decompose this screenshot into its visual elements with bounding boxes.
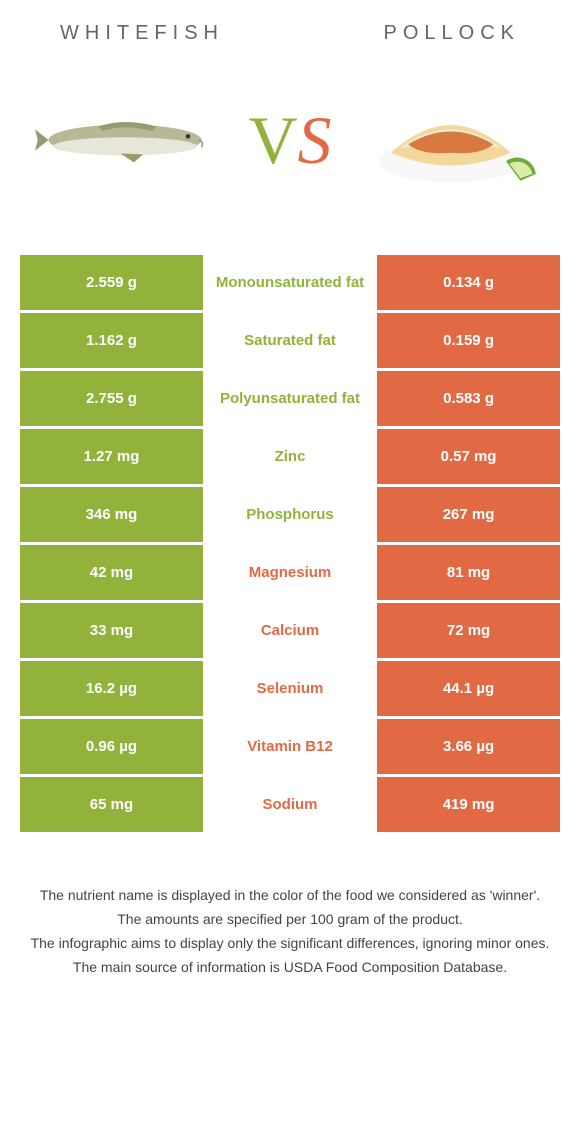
right-value: 419 mg bbox=[377, 777, 560, 832]
table-row: 33 mgCalcium72 mg bbox=[20, 603, 560, 658]
table-row: 65 mgSodium419 mg bbox=[20, 777, 560, 832]
right-value: 0.134 g bbox=[377, 255, 560, 310]
left-value: 65 mg bbox=[20, 777, 203, 832]
left-value: 33 mg bbox=[20, 603, 203, 658]
table-row: 16.2 µgSelenium44.1 µg bbox=[20, 661, 560, 716]
footer-line-2: The amounts are specified per 100 gram o… bbox=[30, 909, 550, 930]
fish-icon bbox=[35, 104, 215, 176]
nutrient-name: Selenium bbox=[203, 661, 377, 716]
vs-s: S bbox=[298, 101, 332, 180]
right-value: 0.583 g bbox=[377, 371, 560, 426]
left-value: 346 mg bbox=[20, 487, 203, 542]
right-value: 0.57 mg bbox=[377, 429, 560, 484]
pollock-image bbox=[360, 75, 550, 205]
table-row: 2.559 gMonounsaturated fat0.134 g bbox=[20, 255, 560, 310]
table-row: 42 mgMagnesium81 mg bbox=[20, 545, 560, 600]
left-value: 1.27 mg bbox=[20, 429, 203, 484]
header-right: POLLOCK bbox=[384, 22, 520, 45]
left-value: 2.559 g bbox=[20, 255, 203, 310]
left-value: 16.2 µg bbox=[20, 661, 203, 716]
footer-line-1: The nutrient name is displayed in the co… bbox=[30, 885, 550, 906]
vs-v: V bbox=[248, 101, 297, 180]
table-row: 1.27 mgZinc0.57 mg bbox=[20, 429, 560, 484]
nutrient-name: Calcium bbox=[203, 603, 377, 658]
table-row: 346 mgPhosphorus267 mg bbox=[20, 487, 560, 542]
nutrient-name: Saturated fat bbox=[203, 313, 377, 368]
taco-icon bbox=[370, 89, 540, 191]
vs-label: V S bbox=[248, 101, 331, 180]
images-row: V S bbox=[20, 55, 560, 245]
nutrient-name: Zinc bbox=[203, 429, 377, 484]
left-value: 42 mg bbox=[20, 545, 203, 600]
whitefish-image bbox=[30, 75, 220, 205]
left-value: 1.162 g bbox=[20, 313, 203, 368]
table-row: 2.755 gPolyunsaturated fat0.583 g bbox=[20, 371, 560, 426]
nutrient-name: Phosphorus bbox=[203, 487, 377, 542]
nutrient-name: Magnesium bbox=[203, 545, 377, 600]
right-value: 44.1 µg bbox=[377, 661, 560, 716]
footer-line-4: The main source of information is USDA F… bbox=[30, 957, 550, 978]
nutrient-name: Polyunsaturated fat bbox=[203, 371, 377, 426]
nutrition-table: 2.559 gMonounsaturated fat0.134 g1.162 g… bbox=[20, 255, 560, 832]
nutrient-name: Sodium bbox=[203, 777, 377, 832]
nutrient-name: Vitamin B12 bbox=[203, 719, 377, 774]
left-value: 2.755 g bbox=[20, 371, 203, 426]
right-value: 81 mg bbox=[377, 545, 560, 600]
table-row: 1.162 gSaturated fat0.159 g bbox=[20, 313, 560, 368]
footer-line-3: The infographic aims to display only the… bbox=[30, 933, 550, 954]
table-row: 0.96 µgVitamin B123.66 µg bbox=[20, 719, 560, 774]
right-value: 0.159 g bbox=[377, 313, 560, 368]
right-value: 267 mg bbox=[377, 487, 560, 542]
nutrient-name: Monounsaturated fat bbox=[203, 255, 377, 310]
header-left: WHITEFISH bbox=[60, 22, 224, 45]
footer-notes: The nutrient name is displayed in the co… bbox=[20, 835, 560, 1021]
header-row: WHITEFISH POLLOCK bbox=[20, 0, 560, 55]
right-value: 72 mg bbox=[377, 603, 560, 658]
right-value: 3.66 µg bbox=[377, 719, 560, 774]
left-value: 0.96 µg bbox=[20, 719, 203, 774]
